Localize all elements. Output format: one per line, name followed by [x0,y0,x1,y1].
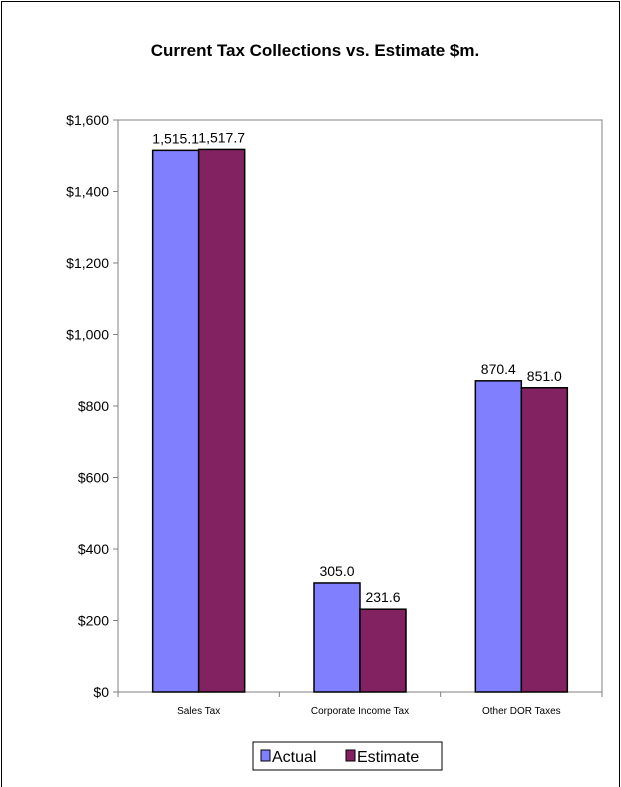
x-tick-label: Corporate Income Tax [311,706,409,717]
bars: 1,515.1 1,517.7 305.0 231.6 870.4 851.0 [151,129,569,693]
data-label: 870.4 [481,361,516,377]
bar-actual-1 [313,582,361,693]
y-tick-label: $800 [78,398,109,414]
data-label: 851.0 [527,368,562,384]
y-tick-label: $1,600 [66,112,109,128]
legend-label-estimate: Estimate [357,749,419,766]
y-tick-label: $1,200 [66,255,109,271]
bar-actual-0 [151,149,200,693]
y-tick-label: $600 [78,470,109,486]
bar-estimate-1 [359,608,407,693]
y-tick-label: $200 [78,613,109,629]
y-tick-label: $0 [93,684,109,700]
legend-swatch-estimate [345,749,356,762]
x-axis: Sales Tax Corporate Income Tax Other DOR T… [117,692,603,717]
y-tick-label: $1,400 [66,184,109,200]
bar-estimate-0 [197,148,246,693]
y-tick-label: $1,000 [66,327,109,343]
legend-swatch-actual [260,749,271,762]
data-label: 231.6 [365,589,400,605]
x-tick-label: Other DOR Taxes [482,706,561,717]
legend: Actual Estimate [252,741,443,771]
y-tick-label: $400 [78,541,109,557]
x-tick-label: Sales Tax [177,706,220,717]
data-label: 1,517.7 [198,129,245,145]
data-label: 1,515.1 [152,130,199,146]
bar-actual-2 [474,380,523,693]
chart-title: Current Tax Collections vs. Estimate $m. [151,41,479,60]
bar-estimate-2 [520,387,569,693]
y-axis: $0 $200 $400 $600 $800 $1,000 $1,200 $1,400 $1,6… [66,112,118,700]
legend-label-actual: Actual [272,749,316,766]
data-label: 305.0 [319,563,354,579]
